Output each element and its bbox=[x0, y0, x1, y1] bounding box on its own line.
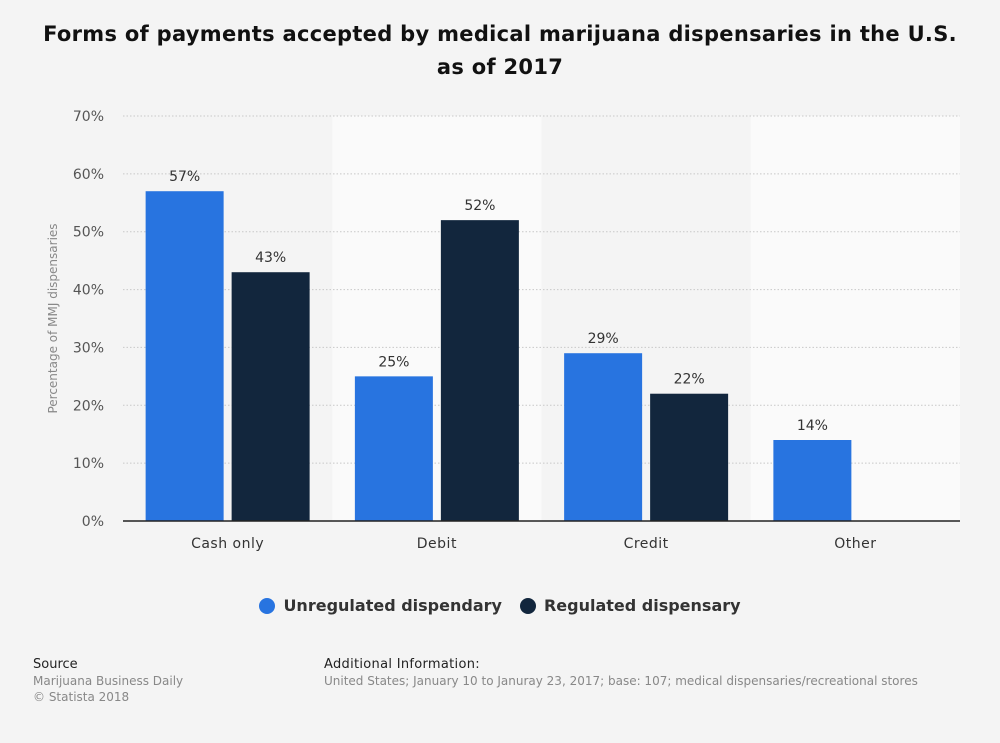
y-tick-label: 30% bbox=[73, 340, 104, 356]
legend-label-unregulated: Unregulated dispendary bbox=[283, 596, 502, 615]
source-heading: Source bbox=[33, 657, 78, 672]
bar-regulated-debit bbox=[440, 220, 519, 521]
bar-unregulated-cash-only bbox=[145, 191, 224, 521]
y-tick-label: 70% bbox=[73, 109, 104, 125]
y-tick-label: 20% bbox=[73, 398, 104, 414]
additional-info-text: United States; January 10 to Januray 23,… bbox=[324, 674, 918, 688]
data-label: 14% bbox=[797, 418, 828, 434]
y-tick-label: 40% bbox=[73, 283, 104, 299]
source-block: Source Marijuana Business Daily © Statis… bbox=[33, 657, 183, 705]
y-axis-label: Percentage of MMJ dispensaries bbox=[46, 223, 60, 413]
legend-item-unregulated[interactable]: Unregulated dispendary bbox=[259, 596, 502, 615]
y-tick-label: 10% bbox=[73, 456, 104, 472]
bar-chart: 0% 10% 20% 30% 40% 50% 60% 70% Percentage of MMJ… bbox=[46, 109, 960, 552]
x-tick-label: Other bbox=[834, 536, 876, 552]
data-label: 25% bbox=[378, 354, 409, 370]
x-tick-label: Cash only bbox=[191, 536, 264, 552]
chart-title: Forms of payments accepted by medical ma… bbox=[43, 22, 957, 79]
copyright-line: © Statista 2018 bbox=[33, 690, 130, 704]
y-tick-label: 50% bbox=[73, 225, 104, 241]
bar-unregulated-credit bbox=[564, 353, 643, 521]
data-label: 52% bbox=[464, 198, 495, 214]
legend-marker-regulated bbox=[519, 597, 536, 614]
legend-item-regulated[interactable]: Regulated dispensary bbox=[519, 596, 741, 615]
bar-regulated-cash-only bbox=[231, 272, 310, 521]
additional-info-heading: Additional Information: bbox=[324, 657, 480, 672]
source-line: Marijuana Business Daily bbox=[33, 674, 184, 688]
bar-regulated-credit bbox=[650, 393, 729, 521]
data-label: 57% bbox=[169, 169, 200, 185]
legend: Unregulated dispendary Regulated dispens… bbox=[0, 596, 1000, 615]
bar-unregulated-debit bbox=[354, 376, 433, 521]
data-label: 22% bbox=[674, 372, 705, 388]
legend-marker-unregulated bbox=[259, 597, 276, 614]
y-tick-label: 60% bbox=[73, 167, 104, 183]
data-label: 29% bbox=[588, 331, 619, 347]
legend-label-regulated: Regulated dispensary bbox=[543, 596, 741, 615]
y-tick-label: 0% bbox=[82, 514, 104, 530]
x-tick-label: Credit bbox=[624, 536, 669, 552]
bar-unregulated-other bbox=[773, 440, 852, 521]
x-tick-label: Debit bbox=[417, 536, 457, 552]
data-label: 43% bbox=[255, 250, 286, 266]
additional-info-block: Additional Information: United States; J… bbox=[324, 657, 918, 689]
